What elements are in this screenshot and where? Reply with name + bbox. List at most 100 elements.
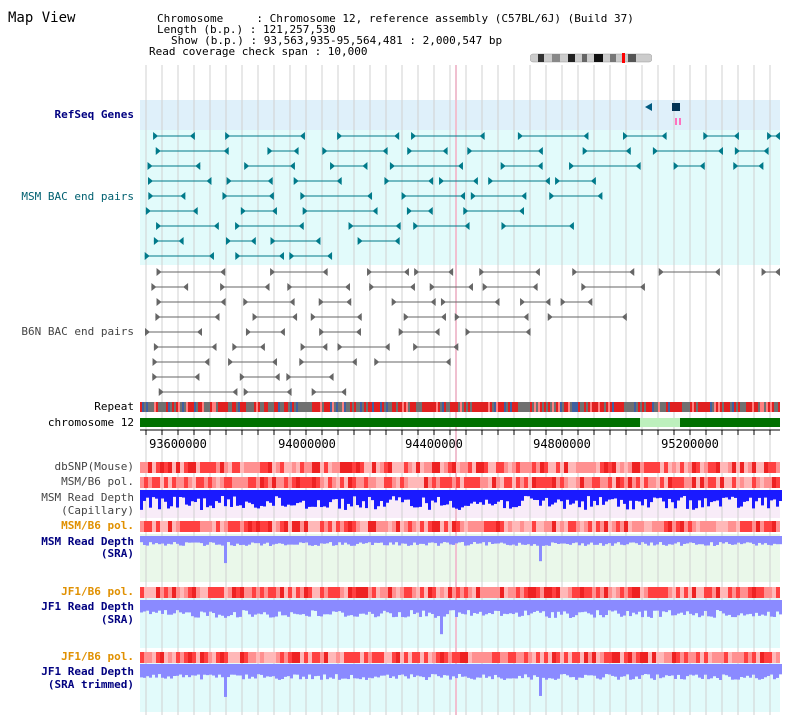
polymorphism-cell <box>728 521 732 532</box>
read-depth-bar <box>545 536 548 546</box>
repeat-segment <box>700 402 702 412</box>
bac-end-marker <box>322 268 328 276</box>
read-depth-bar <box>140 490 143 510</box>
track-label-msm-depth-sra[interactable]: MSM Read Depth <box>41 535 134 548</box>
polymorphism-cell <box>552 521 556 532</box>
polymorphism-cell <box>320 587 324 598</box>
read-depth-bar <box>218 600 221 615</box>
track-label-jf1-b6-pol-2[interactable]: JF1/B6 pol. <box>61 650 134 663</box>
read-depth-bar <box>692 664 695 676</box>
read-depth-bar <box>623 536 626 546</box>
repeat-segment <box>666 402 668 412</box>
track-label-msm-b6-pol[interactable]: MSM/B6 pol. <box>61 475 134 488</box>
polymorphism-cell <box>176 652 180 663</box>
polymorphism-cell <box>244 587 248 598</box>
bac-end-marker <box>300 192 306 200</box>
repeat-segment <box>442 402 444 412</box>
repeat-segment <box>166 402 168 412</box>
repeat-segment <box>146 402 148 412</box>
track-label-jf1-depth-sra[interactable]: JF1 Read Depth <box>41 600 134 613</box>
track-label-msm-b6-pol-sra[interactable]: MSM/B6 pol. <box>61 519 134 532</box>
repeat-segment <box>646 402 648 412</box>
chromosome-ideogram[interactable] <box>530 53 652 63</box>
repeat-segment <box>624 402 626 412</box>
polymorphism-cell <box>400 477 404 488</box>
track-label-repeat[interactable]: Repeat <box>94 400 134 413</box>
polymorphism-cell <box>548 587 552 598</box>
track-label-msm-depth-capillary[interactable]: MSM Read Depth <box>41 491 134 504</box>
bac-end-marker <box>156 268 162 276</box>
read-depth-bar <box>566 490 569 500</box>
polymorphism-cell <box>176 477 180 488</box>
repeat-segment <box>438 402 440 412</box>
polymorphism-cell <box>216 587 220 598</box>
track-label-msm-bac[interactable]: MSM BAC end pairs <box>21 190 134 203</box>
polymorphism-cell <box>328 521 332 532</box>
polymorphism-cell <box>152 652 156 663</box>
read-depth-bar <box>452 536 455 545</box>
read-depth-bar <box>542 600 545 612</box>
read-depth-bar <box>233 536 236 546</box>
bac-end-marker <box>299 358 305 366</box>
read-depth-bar <box>653 536 656 546</box>
repeat-segment <box>254 402 256 412</box>
polymorphism-cell <box>224 587 228 598</box>
read-depth-bar <box>755 536 758 546</box>
read-depth-bar <box>602 536 605 546</box>
polymorphism-cell <box>244 462 248 473</box>
polymorphism-cell <box>612 587 616 598</box>
track-label-dbsnp[interactable]: dbSNP(Mouse) <box>54 460 134 473</box>
track-label-refseq[interactable]: RefSeq Genes <box>54 108 134 121</box>
read-depth-bar <box>764 490 767 498</box>
polymorphism-cell <box>292 587 296 598</box>
polymorphism-cell <box>532 477 536 488</box>
polymorphism-cell <box>484 462 488 473</box>
polymorphism-cell <box>496 652 500 663</box>
repeat-segment <box>524 402 526 412</box>
read-depth-bar <box>332 664 335 679</box>
polymorphism-cell <box>408 462 412 473</box>
polymorphism-cell <box>260 477 264 488</box>
bac-end-marker <box>356 313 362 321</box>
read-depth-bar <box>689 664 692 675</box>
read-depth-bar <box>509 664 512 679</box>
track-label-b6n-bac[interactable]: B6N BAC end pairs <box>21 325 134 338</box>
polymorphism-cell <box>348 652 352 663</box>
read-depth-bar <box>473 536 476 543</box>
read-depth-bar <box>716 490 719 501</box>
polymorphism-cell <box>736 462 740 473</box>
track-label-jf1-depth-trimmed[interactable]: JF1 Read Depth <box>41 665 134 678</box>
read-depth-bar <box>503 600 506 614</box>
polymorphism-cell <box>592 587 596 598</box>
polymorphism-cell <box>752 587 756 598</box>
polymorphism-cell <box>248 477 252 488</box>
repeat-segment <box>554 402 556 412</box>
polymorphism-cell <box>344 477 348 488</box>
polymorphism-cell <box>204 477 208 488</box>
read-depth-bar <box>761 600 764 615</box>
polymorphism-cell <box>488 462 492 473</box>
read-depth-bar <box>689 490 692 501</box>
polymorphism-cell <box>192 521 196 532</box>
bac-end-marker <box>351 358 357 366</box>
read-depth-bar <box>713 600 716 618</box>
read-depth-bar <box>386 664 389 675</box>
repeat-segment <box>612 402 614 412</box>
polymorphism-cell <box>664 652 668 663</box>
polymorphism-cell <box>248 652 252 663</box>
polymorphism-cell <box>172 462 176 473</box>
read-depth-bar <box>533 664 536 676</box>
polymorphism-cell <box>296 462 300 473</box>
read-depth-bar <box>626 536 629 545</box>
polymorphism-cell <box>416 652 420 663</box>
read-depth-bar <box>746 490 749 502</box>
polymorphism-cell <box>576 652 580 663</box>
track-label-jf1-b6-pol[interactable]: JF1/B6 pol. <box>61 585 134 598</box>
repeat-segment <box>204 402 206 412</box>
polymorphism-cell <box>424 587 428 598</box>
polymorphism-cell <box>768 652 772 663</box>
read-depth-bar <box>308 490 311 507</box>
track-label-chromosome[interactable]: chromosome 12 <box>47 416 134 429</box>
repeat-segment <box>478 402 480 412</box>
